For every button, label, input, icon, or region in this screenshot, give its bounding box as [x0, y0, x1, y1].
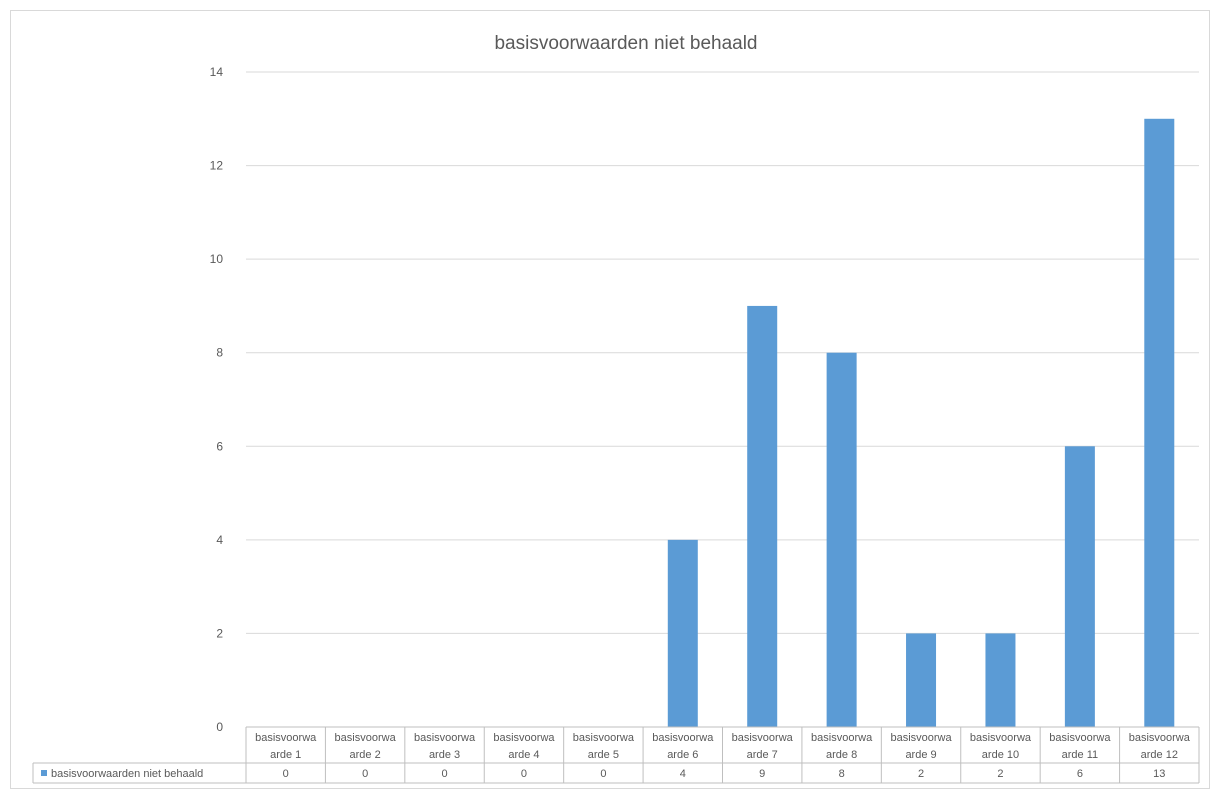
data-label: 8: [839, 768, 845, 780]
data-label: 2: [918, 768, 924, 780]
y-tick-label: 8: [216, 346, 223, 360]
bar-chart: basisvoorwaarden niet behaald 0 2 4 6 8 10 12 1…: [32, 33, 1200, 784]
category-label: basisvoorwa: [1049, 732, 1111, 744]
bar: [747, 305, 778, 727]
category-label: arde 3: [429, 749, 460, 761]
category-label: arde 10: [982, 749, 1019, 761]
data-label: 0: [283, 768, 289, 780]
data-label: 0: [521, 768, 527, 780]
category-label: arde 11: [1062, 749, 1099, 761]
category-label: arde 1: [270, 749, 301, 761]
data-label: 2: [997, 768, 1003, 780]
category-label: basisvoorwa: [732, 732, 794, 744]
category-label: arde 5: [588, 749, 619, 761]
category-label: basisvoorwa: [1129, 732, 1191, 744]
bar: [1064, 446, 1095, 727]
chart-title: basisvoorwaarden niet behaald: [494, 33, 757, 54]
category-label: basisvoorwa: [811, 732, 873, 744]
category-label: arde 7: [747, 749, 778, 761]
data-label: 9: [759, 768, 765, 780]
legend-label: basisvoorwaarden niet behaald: [51, 768, 203, 780]
data-label: 0: [362, 768, 368, 780]
category-label: basisvoorwa: [573, 732, 635, 744]
data-label: 0: [441, 768, 447, 780]
y-tick-label: 4: [216, 533, 223, 547]
legend-key: [41, 770, 47, 776]
category-label: basisvoorwa: [890, 732, 952, 744]
category-label: basisvoorwa: [970, 732, 1032, 744]
y-tick-label: 14: [210, 65, 224, 79]
y-tick-label: 10: [210, 252, 224, 266]
category-label: basisvoorwa: [255, 732, 317, 744]
y-tick-label: 0: [216, 720, 223, 734]
bar: [826, 352, 857, 727]
data-label: 6: [1077, 768, 1083, 780]
data-label: 4: [680, 768, 686, 780]
category-label: arde 4: [508, 749, 539, 761]
y-tick-label: 6: [216, 439, 223, 453]
category-label: arde 9: [905, 749, 936, 761]
y-tick-label: 2: [216, 626, 223, 640]
category-label: arde 8: [826, 749, 857, 761]
chart-frame: basisvoorwaarden niet behaald 0 2 4 6 8 10 12 1…: [10, 10, 1210, 789]
category-label: arde 6: [667, 749, 698, 761]
category-label: basisvoorwa: [493, 732, 555, 744]
bar: [906, 633, 937, 727]
category-label: basisvoorwa: [335, 732, 397, 744]
data-label: 13: [1153, 768, 1165, 780]
bar: [1144, 118, 1175, 728]
data-label: 0: [600, 768, 606, 780]
category-label: arde 12: [1141, 749, 1178, 761]
category-label: basisvoorwa: [652, 732, 714, 744]
bar: [667, 539, 698, 727]
category-label: arde 2: [350, 749, 381, 761]
category-label: basisvoorwa: [414, 732, 476, 744]
bar: [985, 633, 1016, 727]
y-tick-label: 12: [210, 159, 224, 173]
